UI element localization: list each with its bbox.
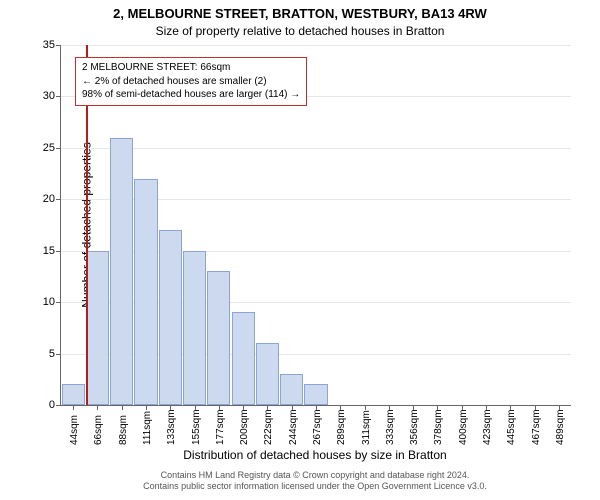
y-tick-label: 0: [49, 399, 55, 411]
histogram-bar: [62, 384, 85, 405]
gridline: [61, 148, 571, 149]
x-tick-mark: [73, 405, 74, 410]
info-line-1: 2 MELBOURNE STREET: 66sqm: [82, 61, 300, 75]
gridline: [61, 45, 571, 46]
y-tick-label: 5: [49, 348, 55, 360]
y-tick-mark: [56, 354, 61, 355]
histogram-chart: 2, MELBOURNE STREET, BRATTON, WESTBURY, …: [0, 0, 600, 500]
histogram-bar: [280, 374, 303, 405]
x-tick-label: 467sqm: [531, 409, 542, 445]
y-tick-mark: [56, 251, 61, 252]
y-tick-label: 30: [43, 90, 55, 102]
y-tick-mark: [56, 45, 61, 46]
footer-attribution: Contains HM Land Registry data © Crown c…: [60, 470, 570, 492]
x-tick-label: 222sqm: [263, 409, 274, 445]
x-tick-label: 177sqm: [215, 409, 226, 445]
x-tick-label: 333sqm: [385, 409, 396, 445]
histogram-bar: [232, 312, 255, 405]
x-tick-label: 244sqm: [288, 409, 299, 445]
y-tick-label: 20: [43, 193, 55, 205]
y-tick-label: 10: [43, 296, 55, 308]
x-tick-label: 445sqm: [506, 409, 517, 445]
x-tick-label: 155sqm: [191, 409, 202, 445]
histogram-bar: [86, 251, 109, 405]
x-tick-label: 133sqm: [166, 409, 177, 445]
x-tick-label: 44sqm: [69, 415, 80, 445]
y-tick-label: 25: [43, 142, 55, 154]
chart-title: 2, MELBOURNE STREET, BRATTON, WESTBURY, …: [0, 6, 600, 21]
x-tick-mark: [122, 405, 123, 410]
marker-info-box: 2 MELBOURNE STREET: 66sqm ← 2% of detach…: [75, 57, 307, 106]
x-tick-label: 311sqm: [361, 410, 372, 445]
x-tick-label: 267sqm: [312, 409, 323, 445]
x-tick-label: 356sqm: [409, 409, 420, 445]
x-tick-label: 289sqm: [336, 409, 347, 445]
x-tick-label: 489sqm: [555, 409, 566, 445]
chart-subtitle: Size of property relative to detached ho…: [0, 24, 600, 38]
footer-line-1: Contains HM Land Registry data © Crown c…: [60, 470, 570, 481]
y-tick-mark: [56, 405, 61, 406]
x-tick-mark: [146, 405, 147, 410]
histogram-bar: [256, 343, 279, 405]
histogram-bar: [159, 230, 182, 405]
y-tick-mark: [56, 199, 61, 200]
x-tick-label: 423sqm: [482, 409, 493, 445]
info-line-2: ← 2% of detached houses are smaller (2): [82, 75, 300, 89]
x-tick-label: 88sqm: [118, 415, 129, 445]
x-axis-label: Distribution of detached houses by size …: [60, 448, 570, 462]
x-tick-label: 200sqm: [239, 409, 250, 445]
histogram-bar: [134, 179, 157, 405]
y-tick-label: 35: [43, 39, 55, 51]
x-tick-mark: [97, 405, 98, 410]
y-tick-mark: [56, 302, 61, 303]
histogram-bar: [207, 271, 230, 405]
histogram-bar: [183, 251, 206, 405]
x-tick-label: 400sqm: [458, 409, 469, 445]
footer-line-2: Contains public sector information licen…: [60, 481, 570, 492]
y-tick-label: 15: [43, 245, 55, 257]
info-line-3: 98% of semi-detached houses are larger (…: [82, 88, 300, 102]
x-tick-label: 378sqm: [433, 409, 444, 445]
x-tick-label: 66sqm: [93, 415, 104, 445]
y-tick-mark: [56, 148, 61, 149]
x-tick-label: 111sqm: [142, 411, 153, 445]
histogram-bar: [304, 384, 327, 405]
y-tick-mark: [56, 96, 61, 97]
histogram-bar: [110, 138, 133, 405]
